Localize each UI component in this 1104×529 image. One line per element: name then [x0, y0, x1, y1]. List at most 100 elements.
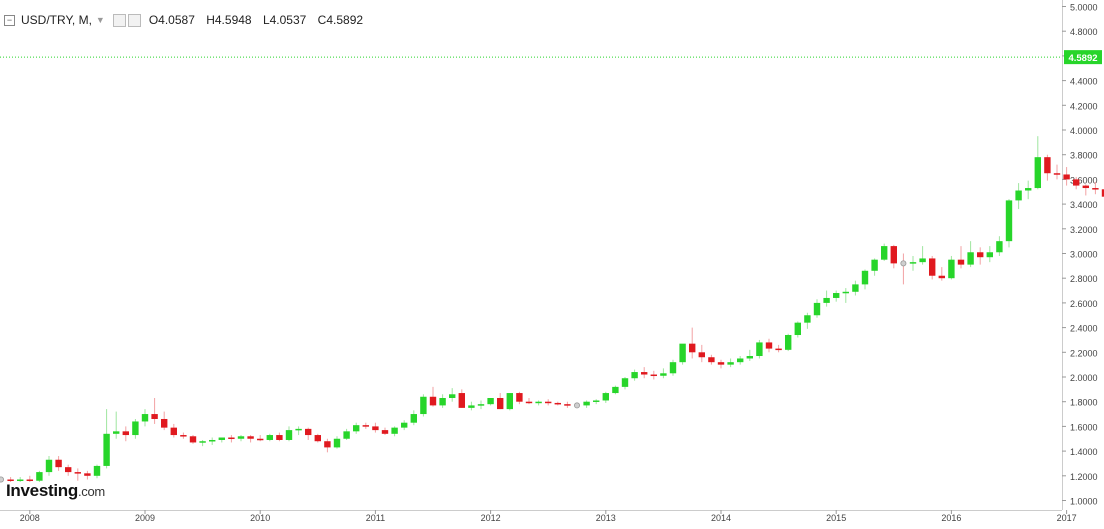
candle-body	[833, 293, 840, 298]
candle-body	[881, 246, 888, 260]
candle-body	[957, 259, 965, 265]
candle-doji	[0, 476, 4, 483]
candle-body	[650, 374, 657, 377]
candle-body	[689, 343, 696, 353]
candle-body	[1034, 157, 1041, 189]
candle-body	[545, 401, 552, 404]
candle-body	[477, 404, 485, 406]
low-value: L4.0537	[262, 13, 307, 27]
candle-body	[257, 438, 264, 441]
candle-body	[333, 438, 341, 448]
y-tick-label: 2.0000	[1070, 373, 1098, 383]
candle-body	[122, 431, 129, 436]
y-tick-label: 3.4000	[1070, 200, 1098, 210]
candle-body	[506, 393, 513, 410]
candle-body	[276, 435, 283, 440]
candle-body	[36, 472, 43, 481]
candle-body	[429, 396, 437, 406]
candle-body	[103, 433, 110, 466]
candle-body	[727, 362, 734, 365]
candle-body	[170, 427, 177, 436]
candle-body	[1101, 189, 1104, 197]
candle-body	[986, 252, 993, 258]
candle-body	[74, 472, 81, 474]
candle-body	[708, 357, 715, 363]
candle-body	[449, 394, 456, 398]
remove-icon[interactable]	[127, 13, 141, 27]
candle-body	[823, 297, 830, 303]
candle-body	[391, 427, 398, 434]
candle-doji	[574, 402, 581, 409]
y-tick-label: 4.0000	[1070, 126, 1098, 136]
chart-header: − USD/TRY, M, ▼ O4.0587 H4.5948 L4.0537 …	[0, 10, 371, 30]
candle-body	[305, 428, 312, 436]
candle-body	[794, 322, 801, 336]
x-tick-label: 2014	[711, 513, 731, 523]
y-tick-label: 1.4000	[1070, 447, 1098, 457]
candle-body	[1025, 188, 1032, 191]
candle-body	[497, 397, 504, 410]
investing-logo: Investing.com	[6, 481, 105, 501]
candle-body	[218, 437, 225, 440]
candle-body	[717, 362, 725, 365]
candle-body	[737, 358, 744, 363]
symbol-label: USD/TRY, M,	[21, 13, 92, 27]
candle-body	[439, 397, 446, 406]
candle-body	[266, 435, 273, 440]
candle-body	[669, 362, 677, 374]
candle-body	[746, 356, 753, 359]
candle-body	[842, 291, 849, 294]
x-tick-label: 2011	[366, 513, 385, 523]
candle-body	[458, 393, 465, 408]
candle-body	[785, 335, 792, 350]
candle-body	[1005, 200, 1013, 242]
x-tick-label: 2012	[481, 513, 501, 523]
candle-body	[583, 401, 590, 406]
y-tick-label: 1.6000	[1070, 422, 1098, 432]
candle-body	[1015, 190, 1022, 201]
candle-body	[660, 373, 667, 376]
candle-body	[189, 436, 197, 443]
y-tick-label: 2.4000	[1070, 324, 1098, 334]
candle-body	[525, 401, 533, 404]
candle-body	[420, 396, 427, 415]
last-price-box	[1064, 50, 1102, 65]
candle-body	[996, 241, 1003, 253]
candle-body	[929, 258, 936, 276]
candle-body	[516, 393, 523, 402]
y-tick-label: 5.0000	[1070, 3, 1098, 13]
candle-body	[26, 479, 33, 482]
candle-body	[295, 428, 302, 431]
dropdown-arrow-icon[interactable]: ▼	[95, 15, 105, 25]
candle-body	[1092, 188, 1099, 190]
candle-body	[564, 404, 571, 406]
candle-body	[679, 343, 686, 363]
x-tick-label: 2016	[941, 513, 961, 523]
candle-body	[372, 426, 379, 431]
collapse-icon[interactable]: −	[4, 14, 15, 26]
candle-body	[1063, 174, 1070, 180]
candle-body	[852, 284, 859, 292]
candle-body	[247, 436, 254, 439]
candle-body	[132, 421, 139, 436]
candle-body	[804, 315, 811, 323]
x-tick-label: 2017	[1057, 513, 1077, 523]
logo-domain: .com	[77, 484, 105, 499]
x-tick-label: 2010	[250, 513, 270, 523]
settings-icon[interactable]	[112, 13, 126, 27]
candle-body	[1073, 179, 1080, 186]
y-tick-label: 4.4000	[1070, 77, 1098, 87]
candle-doji	[900, 260, 907, 267]
candle-body	[151, 414, 158, 419]
candle-body	[554, 402, 561, 405]
candle-body	[977, 252, 984, 258]
candle-body	[919, 258, 926, 263]
candle-body	[93, 465, 101, 476]
candle-body	[161, 418, 168, 428]
candle-body	[65, 467, 72, 473]
candle-body	[602, 393, 609, 401]
candle-body	[141, 414, 149, 422]
candle-body	[698, 352, 705, 358]
candle-body	[535, 401, 542, 404]
candle-body	[621, 378, 629, 387]
